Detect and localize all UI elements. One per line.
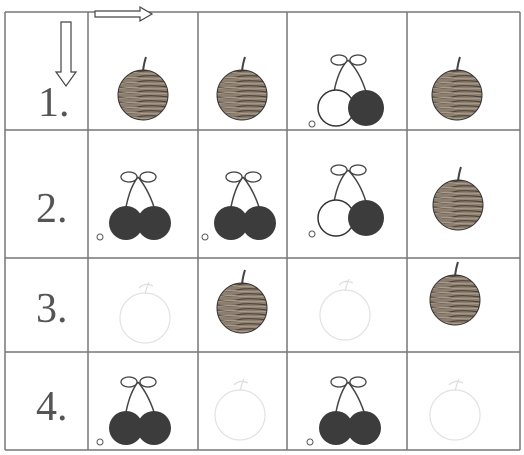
cherry [308, 54, 385, 128]
faint-fruit [319, 278, 371, 341]
right-arrow [94, 5, 154, 23]
cherry [306, 376, 382, 446]
apple [117, 56, 169, 121]
cherry [201, 171, 277, 241]
row-label: 2. [36, 186, 68, 232]
grid [4, 11, 521, 451]
faint-fruit [429, 378, 481, 441]
apple [216, 56, 268, 121]
row-label: 3. [36, 286, 68, 332]
apple [216, 269, 268, 334]
row-label: 4. [36, 384, 68, 430]
down-arrow [54, 21, 78, 88]
apple [429, 261, 481, 326]
faint-fruit [214, 378, 266, 441]
cherry [96, 171, 172, 241]
row-label: 1. [38, 80, 70, 126]
cherry [96, 376, 172, 446]
apple [432, 166, 484, 231]
cherry [308, 164, 385, 238]
faint-fruit [119, 281, 171, 344]
apple [431, 56, 483, 121]
